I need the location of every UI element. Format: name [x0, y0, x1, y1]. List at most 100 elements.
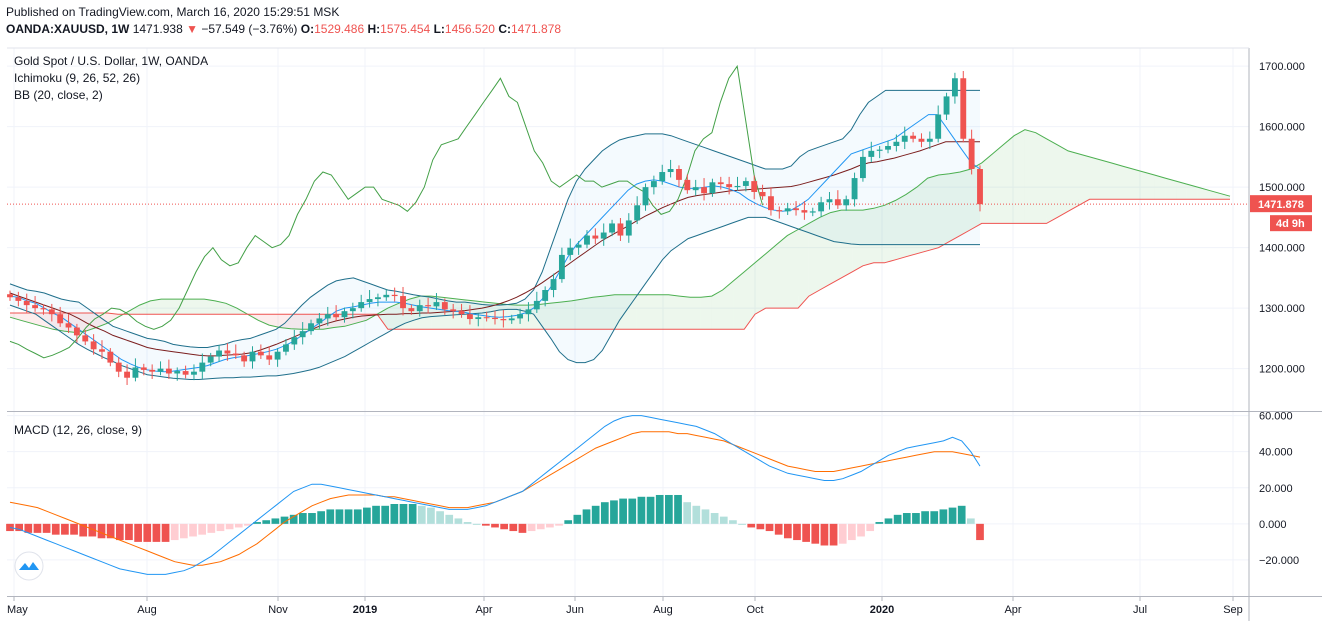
candle-body: [232, 353, 239, 356]
cloud-segment: [884, 200, 896, 263]
cloud-segment: [927, 175, 939, 251]
current-price-label: 1471.878: [1258, 199, 1304, 211]
candle-body: [383, 294, 390, 298]
histogram-bar: [948, 507, 957, 524]
cloud-segment: [916, 178, 928, 254]
cloud-segment: [193, 299, 205, 315]
candle-body: [333, 314, 340, 318]
cloud-segment: [1100, 159, 1112, 200]
candle-body: [241, 355, 248, 362]
macd-line: [9, 415, 981, 575]
histogram-bar: [445, 514, 454, 524]
candle-body: [851, 178, 858, 200]
cloud-segment: [722, 280, 734, 330]
high-value: 1575.454: [380, 22, 431, 36]
candle-body: [550, 279, 557, 290]
candle-body: [283, 344, 289, 352]
open-label: O:: [300, 22, 315, 36]
time-tick-label: Aug: [137, 604, 157, 616]
candle-body: [366, 299, 373, 303]
candles: [7, 70, 983, 385]
cloud-segment: [895, 194, 907, 260]
candle-body: [508, 318, 515, 321]
candle-body: [90, 341, 97, 350]
histogram-bar: [491, 523, 499, 528]
histogram-bar: [344, 509, 353, 524]
candle-body: [667, 169, 674, 173]
price-tick-label: 1400.000: [1259, 243, 1305, 255]
candle-body: [768, 196, 774, 211]
candle-body: [191, 371, 197, 375]
candle-body: [809, 211, 816, 213]
cloud-segment: [798, 223, 809, 309]
candle-body: [32, 305, 39, 309]
histogram-bar: [610, 500, 618, 524]
histogram-bar: [353, 509, 362, 524]
time-tick-label: Nov: [268, 604, 288, 616]
candle-body: [692, 187, 699, 191]
candle-body: [308, 323, 314, 332]
histogram-bar: [966, 518, 975, 524]
histogram-bar: [234, 523, 243, 528]
cloud-segment: [679, 296, 691, 330]
cloud-segment: [668, 294, 680, 330]
candle-body: [48, 309, 55, 315]
cloud-segment: [776, 235, 788, 309]
histogram-bar: [719, 516, 728, 524]
time-tick-label: May: [7, 604, 28, 616]
histogram-bar: [317, 511, 325, 524]
histogram-bar: [244, 523, 252, 526]
cloud-segment: [571, 299, 583, 330]
histogram-bar: [527, 523, 536, 532]
candle-body: [960, 78, 967, 139]
candle-body: [492, 317, 498, 320]
cloud-segment: [549, 302, 561, 330]
cloud-segment: [873, 205, 885, 263]
time-tick-label: Oct: [746, 604, 763, 616]
histogram-bar: [408, 504, 417, 524]
histogram-bar: [646, 496, 655, 524]
candle-body: [717, 182, 724, 185]
histogram-bar: [198, 523, 207, 535]
cloud-segment: [1035, 132, 1047, 224]
cloud-segment: [161, 299, 172, 315]
candle-body: [425, 305, 432, 307]
bollinger-basis: [9, 141, 980, 357]
cloud-segment: [258, 314, 270, 326]
countdown-label: 4d 9h: [1276, 218, 1305, 230]
symbol: OANDA:XAUUSD, 1W: [6, 22, 130, 36]
cloud-segment: [646, 294, 658, 330]
candle-body: [500, 319, 507, 321]
histogram-bar: [930, 511, 939, 524]
down-arrow-icon: ▼: [186, 22, 198, 36]
cloud-segment: [1024, 129, 1036, 224]
candle-body: [400, 296, 406, 309]
histogram-bar: [24, 523, 33, 533]
cloud-segment: [841, 210, 853, 278]
candle-body: [826, 199, 833, 203]
histogram-bar: [875, 522, 884, 524]
cloud-segment: [1003, 135, 1015, 224]
candle-body: [115, 362, 122, 372]
bollinger-legend: BB (20, close, 2): [14, 88, 103, 102]
candle-body: [249, 351, 256, 362]
histogram-bar: [170, 523, 179, 541]
histogram-bar: [225, 523, 234, 530]
histogram-bar: [308, 513, 316, 524]
candle-body: [299, 331, 306, 338]
candle-body: [124, 371, 130, 378]
histogram-bar: [564, 520, 573, 524]
countdown-badge: [1270, 215, 1312, 232]
histogram-bar: [866, 523, 875, 532]
candle-body: [818, 202, 825, 212]
candle-body: [533, 300, 540, 310]
cloud-segment: [906, 187, 917, 257]
ichimoku-legend: Ichimoku (9, 26, 52, 26): [14, 71, 141, 85]
cloud-segment: [593, 296, 604, 330]
cloud-segment: [171, 299, 183, 315]
bollinger-band-fill: [10, 90, 980, 380]
candle-body: [291, 337, 298, 345]
candle-body: [885, 146, 891, 150]
histogram-bar: [390, 504, 399, 524]
